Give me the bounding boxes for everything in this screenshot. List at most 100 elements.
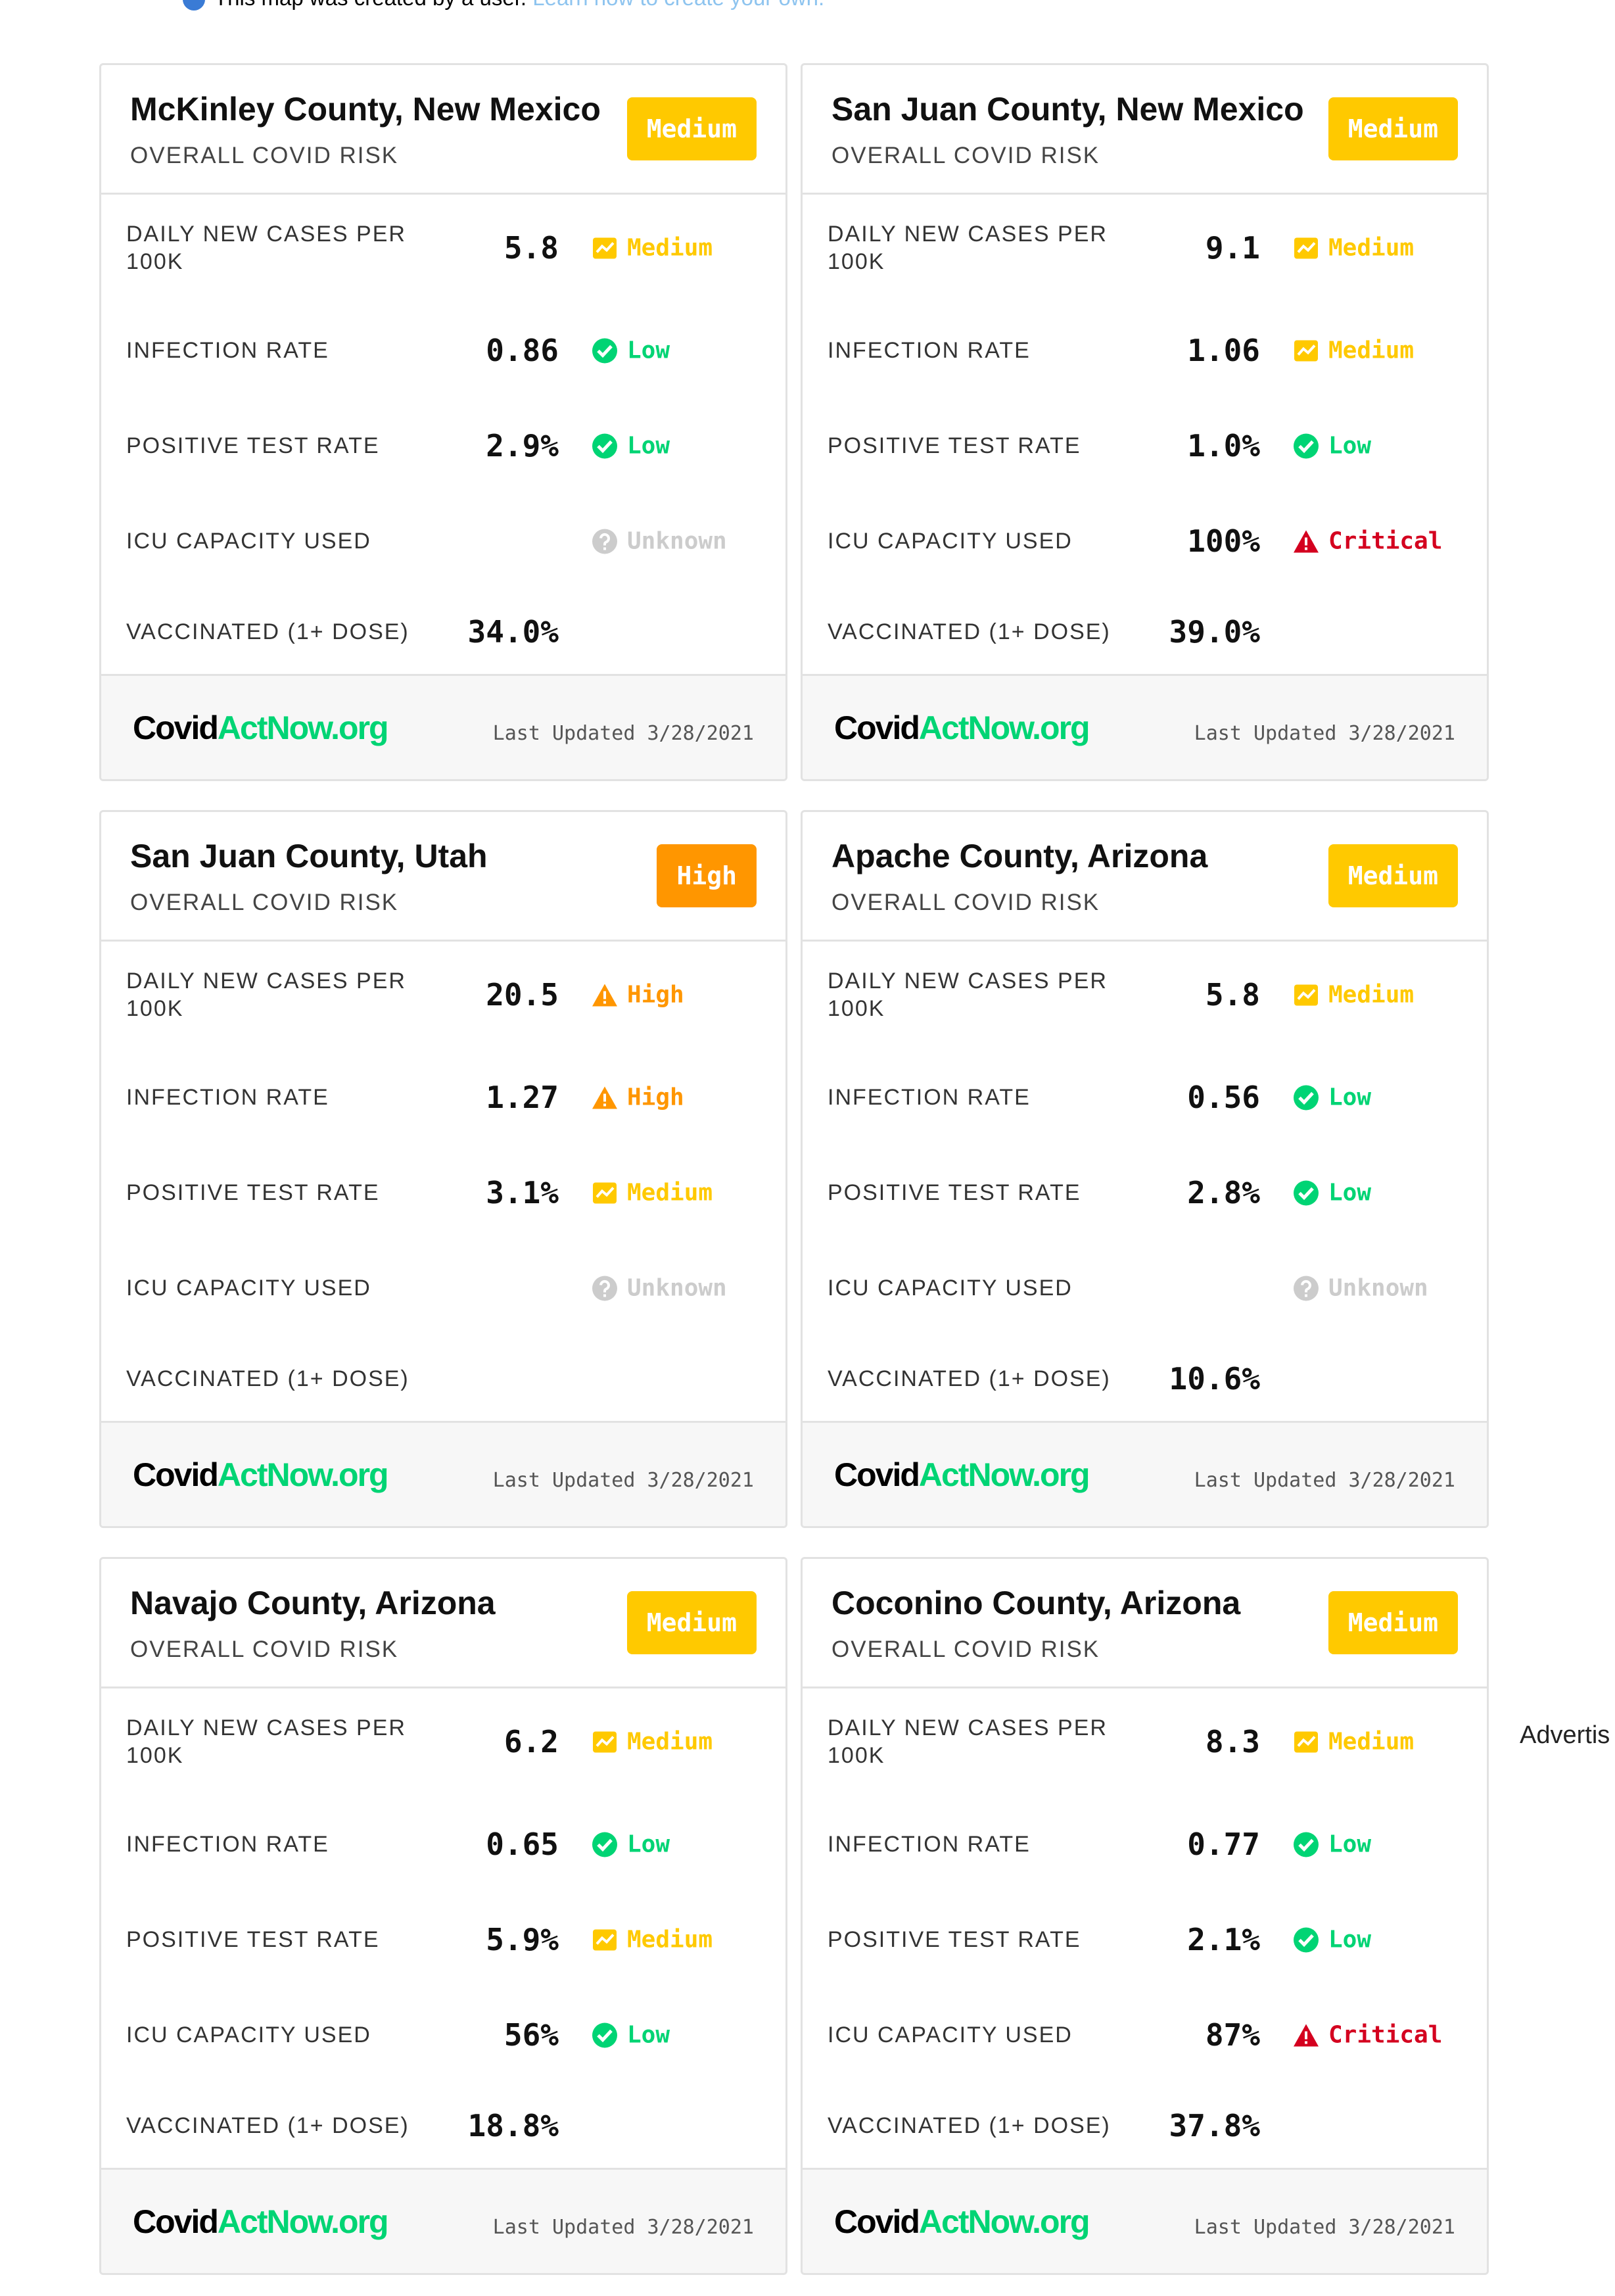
level-icon: [1294, 340, 1318, 361]
card-footer: CovidActNow.org Last Updated 3/28/2021: [803, 1421, 1487, 1526]
card-footer: CovidActNow.org Last Updated 3/28/2021: [101, 674, 785, 779]
metric-label: VACCINATED (1+ DOSE): [126, 619, 410, 644]
metric-level: Low: [1293, 1831, 1371, 1858]
level-icon: [1294, 1180, 1319, 1205]
metric-level: Medium: [592, 1926, 713, 1953]
metric-value: 56%: [503, 2017, 559, 2053]
last-updated: Last Updated 3/28/2021: [1194, 722, 1455, 745]
metric-value: 10.6%: [1169, 1361, 1260, 1397]
card-header: McKinley County, New Mexico OVERALL COVID…: [101, 65, 785, 195]
note-text: This map was created by a user.: [214, 0, 527, 10]
source-logo[interactable]: CovidActNow.org: [834, 2203, 1090, 2241]
risk-badge: Medium: [1328, 97, 1458, 160]
card-header: Apache County, Arizona OVERALL COVID RISK…: [803, 812, 1487, 942]
metric-label: ICU CAPACITY USED: [828, 2022, 1073, 2047]
risk-subtitle: OVERALL COVID RISK: [130, 1637, 399, 1662]
source-logo[interactable]: CovidActNow.org: [133, 2203, 389, 2241]
logo-suffix: ActNow.org: [217, 709, 389, 746]
metric-value: 8.3: [1205, 1724, 1260, 1759]
level-text: Low: [1328, 1926, 1372, 1953]
metric-level: Low: [1293, 1180, 1371, 1207]
metric-label: INFECTION RATE: [828, 338, 1031, 363]
metric-value: 5.9%: [486, 1922, 559, 1957]
metric-level: Medium: [592, 235, 713, 262]
metric-label: DAILY NEW CASES PER 100K: [828, 222, 1108, 274]
logo-suffix: ActNow.org: [217, 2203, 389, 2240]
risk-badge: Medium: [1328, 1591, 1458, 1654]
level-text: Unknown: [627, 527, 727, 555]
metric-value: 5.8: [1205, 977, 1260, 1013]
logo-prefix: Covid: [133, 709, 219, 746]
logo-prefix: Covid: [834, 1456, 920, 1493]
metric-value: 0.56: [1187, 1080, 1260, 1115]
level-text: Low: [1328, 1830, 1372, 1858]
metric-label: INFECTION RATE: [828, 1832, 1031, 1857]
metric-label: VACCINATED (1+ DOSE): [126, 1366, 410, 1391]
risk-badge: Medium: [1328, 844, 1458, 907]
level-text: Low: [627, 337, 670, 364]
last-updated: Last Updated 3/28/2021: [492, 1469, 754, 1492]
source-logo[interactable]: CovidActNow.org: [834, 1456, 1090, 1494]
metric-label: INFECTION RATE: [126, 338, 329, 363]
county-title: Coconino County, Arizona: [831, 1585, 1241, 1621]
level-text: Low: [627, 1830, 670, 1858]
level-text: Critical: [1328, 527, 1443, 555]
risk-badge: Medium: [626, 97, 757, 160]
metric-level: Low: [1293, 1084, 1371, 1111]
metric-label: DAILY NEW CASES PER 100K: [126, 969, 406, 1021]
county-card: San Juan County, New Mexico OVERALL COVID…: [801, 63, 1489, 781]
metric-level: Medium: [592, 1180, 713, 1207]
level-text: Low: [1328, 432, 1372, 460]
metric-label: POSITIVE TEST RATE: [828, 1927, 1081, 1952]
card-header: San Juan County, New Mexico OVERALL COVID…: [803, 65, 1487, 195]
logo-prefix: Covid: [834, 709, 920, 746]
metric-value: 87%: [1205, 2017, 1260, 2053]
level-text: Low: [1328, 1179, 1372, 1207]
level-text: Medium: [1328, 981, 1415, 1009]
level-icon: [592, 1276, 617, 1301]
level-text: High: [627, 1084, 684, 1111]
metric-label: ICU CAPACITY USED: [126, 2022, 371, 2047]
level-icon: [592, 529, 617, 554]
level-text: High: [627, 981, 684, 1009]
metric-value: 1.27: [486, 1080, 559, 1115]
level-text: Medium: [627, 1179, 713, 1207]
metric-value: 5.8: [503, 230, 559, 266]
metric-label: ICU CAPACITY USED: [828, 529, 1073, 554]
metric-label: VACCINATED (1+ DOSE): [828, 1366, 1111, 1391]
metric-level: Low: [592, 337, 670, 364]
metric-level: Low: [592, 2022, 670, 2049]
last-updated: Last Updated 3/28/2021: [1194, 2216, 1455, 2239]
level-icon: [592, 2022, 617, 2047]
level-icon: [1294, 237, 1318, 258]
source-logo[interactable]: CovidActNow.org: [133, 1456, 389, 1494]
metric-value: 6.2: [503, 1724, 559, 1759]
metric-value: 0.77: [1187, 1827, 1260, 1862]
source-logo[interactable]: CovidActNow.org: [834, 709, 1090, 747]
level-text: Medium: [1328, 1728, 1415, 1756]
level-icon: [592, 433, 617, 458]
metric-level: Low: [1293, 433, 1371, 460]
county-card: Navajo County, Arizona OVERALL COVID RISK…: [99, 1557, 787, 2275]
level-icon: [1294, 1276, 1319, 1301]
metric-level: Critical: [1293, 528, 1442, 555]
level-icon: [592, 1832, 617, 1857]
metric-level: Unknown: [592, 1275, 727, 1302]
metric-label: DAILY NEW CASES PER 100K: [828, 1715, 1108, 1768]
metric-label: ICU CAPACITY USED: [126, 1276, 371, 1301]
level-icon: [592, 1086, 617, 1109]
metric-level: Critical: [1293, 2022, 1442, 2049]
level-text: Medium: [627, 1728, 713, 1756]
source-logo[interactable]: CovidActNow.org: [133, 709, 389, 747]
logo-suffix: ActNow.org: [918, 709, 1090, 746]
metric-value: 34.0%: [467, 614, 559, 650]
metric-value: 20.5: [486, 977, 559, 1013]
note-link[interactable]: Learn how to create your own.: [532, 0, 824, 10]
logo-suffix: ActNow.org: [918, 1456, 1090, 1493]
risk-subtitle: OVERALL COVID RISK: [831, 890, 1100, 915]
metric-value: 1.0%: [1187, 428, 1260, 464]
risk-subtitle: OVERALL COVID RISK: [130, 143, 399, 168]
risk-badge: High: [657, 844, 757, 907]
info-icon: [183, 0, 205, 11]
logo-suffix: ActNow.org: [918, 2203, 1090, 2240]
